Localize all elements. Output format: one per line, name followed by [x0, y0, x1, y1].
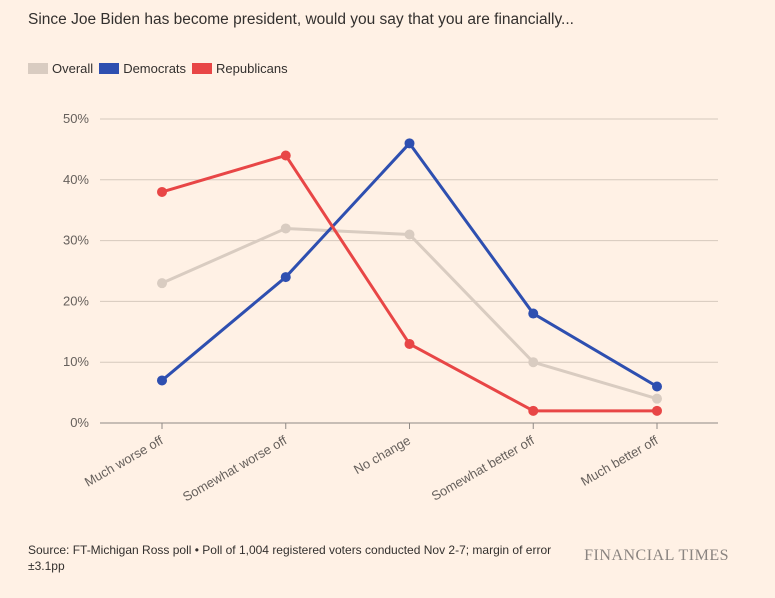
data-point-democrats: [528, 308, 539, 319]
data-point-democrats: [652, 381, 662, 392]
data-point-overall: [157, 278, 167, 289]
legend-item-democrats: Democrats: [99, 61, 186, 76]
data-point-republicans: [528, 405, 539, 416]
line-chart: 0%10%20%30%40%50%Much worse off Somewhat …: [63, 111, 718, 504]
x-tick-label: Much better off: [578, 432, 661, 488]
y-tick-label: 40%: [63, 172, 89, 187]
data-point-overall: [528, 357, 539, 368]
data-point-democrats: [404, 138, 415, 149]
data-point-overall: [280, 223, 291, 234]
y-tick-label: 20%: [63, 293, 89, 308]
y-tick-label: 10%: [63, 354, 89, 369]
y-tick-label: 30%: [63, 233, 89, 248]
series-line-republicans: [160, 153, 659, 413]
legend-label-republicans: Republicans: [216, 61, 288, 76]
chart-title: Since Joe Biden has become president, wo…: [28, 11, 574, 28]
series-line-overall: [160, 226, 659, 401]
x-tick-label: Somewhat worse off: [180, 432, 290, 504]
y-tick-label: 50%: [63, 111, 89, 126]
data-point-republicans: [280, 150, 291, 161]
data-point-democrats: [157, 375, 167, 386]
legend-item-republicans: Republicans: [192, 61, 288, 76]
data-point-republicans: [157, 186, 167, 197]
y-tick-label: 0%: [70, 415, 89, 430]
legend-label-overall: Overall: [52, 61, 94, 76]
data-point-overall: [652, 393, 662, 404]
legend: Overall Democrats Republicans: [28, 61, 294, 76]
data-point-republicans: [652, 405, 662, 416]
legend-label-democrats: Democrats: [123, 61, 187, 76]
legend-swatch-overall: [28, 63, 48, 74]
data-point-republicans: [404, 338, 415, 349]
source-note: Source: FT-Michigan Ross poll • Poll of …: [28, 543, 552, 573]
data-point-democrats: [280, 272, 291, 283]
x-tick-label: No change: [351, 433, 413, 477]
financial-times-logo: FINANCIAL TIMES: [584, 547, 729, 564]
legend-item-overall: Overall: [28, 61, 93, 76]
legend-swatch-democrats: [99, 63, 120, 74]
data-point-overall: [404, 229, 415, 240]
legend-swatch-republicans: [192, 63, 213, 74]
x-tick-label: Much worse off: [82, 432, 166, 489]
x-tick-label: Somewhat better off: [429, 432, 537, 503]
